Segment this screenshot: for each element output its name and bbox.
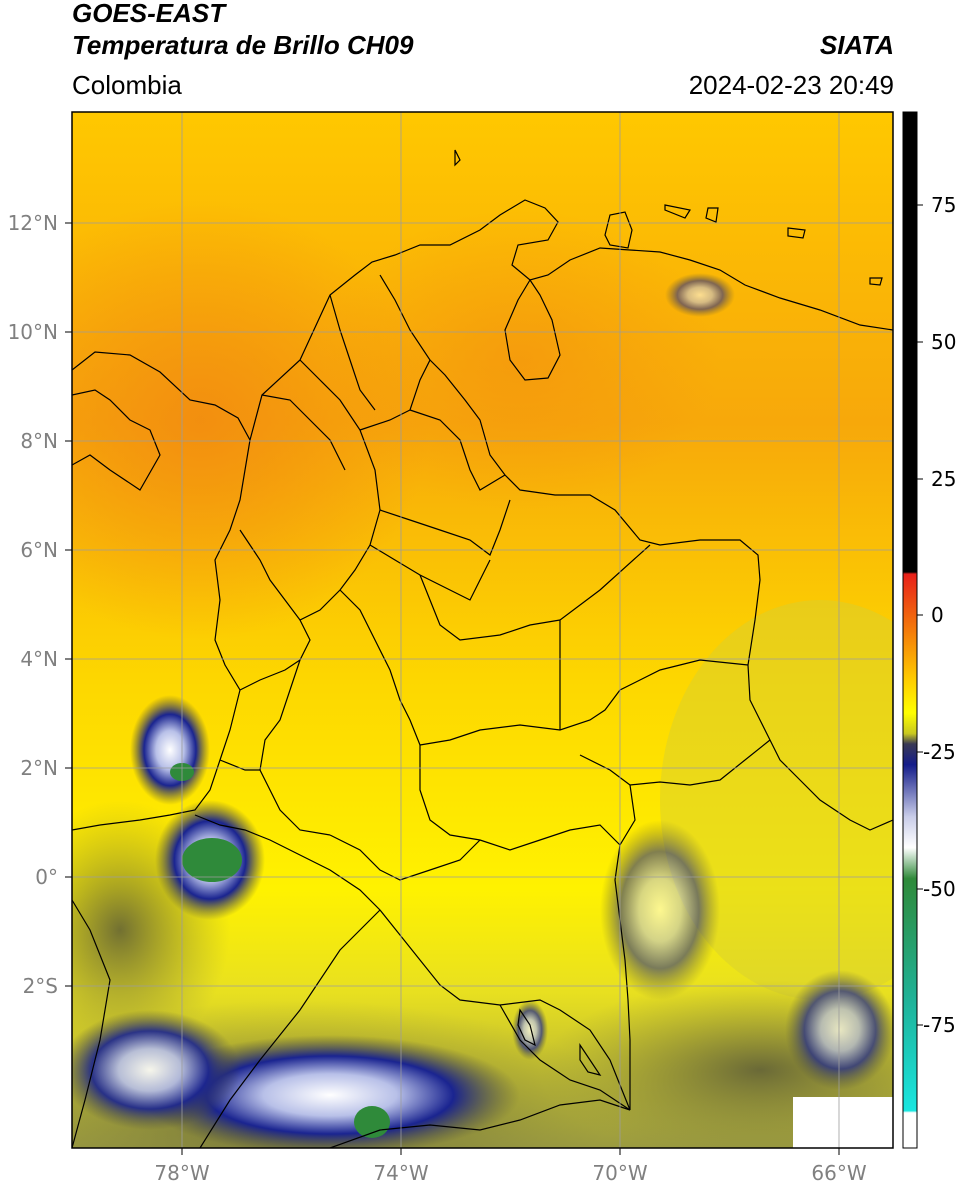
title-line-2: Temperatura de Brillo CH09 [72, 30, 414, 60]
lon-tick-label: 66°W [811, 1161, 866, 1185]
colorbar-tick-label: -75 [923, 1013, 956, 1037]
brand-label: SIATA [819, 30, 894, 60]
lon-tick-label: 70°W [592, 1161, 647, 1185]
lat-tick-label: 2°N [20, 756, 58, 780]
colorbar: 75 50 25 0 -25 -50 -75 [902, 111, 956, 1149]
lat-tick-label: 8°N [20, 429, 58, 453]
colorbar-tick-label: 50 [931, 330, 956, 354]
lat-tick-label: 10°N [8, 320, 58, 344]
colorbar-tick-label: 75 [931, 193, 956, 217]
title-line-1: GOES-EAST [72, 0, 226, 28]
lon-tick-label: 78°W [154, 1161, 209, 1185]
colorbar-scale [902, 111, 918, 1149]
lon-tick-label: 74°W [373, 1161, 428, 1185]
timestamp-label: 2024-02-23 20:49 [688, 70, 894, 100]
lat-tick-label: 0° [35, 865, 58, 889]
coastline-borders [72, 149, 893, 1148]
region-label: Colombia [72, 70, 182, 100]
colorbar-tick-label: 0 [931, 603, 944, 627]
lat-tick-label: 6°N [20, 538, 58, 562]
lat-tick-label: 12°N [8, 211, 58, 235]
colorbar-tick-label: -50 [923, 877, 956, 901]
lat-tick-label: 4°N [20, 647, 58, 671]
colorbar-tick-label: 25 [931, 467, 956, 491]
graticule [72, 112, 893, 1148]
map-frame [71, 111, 894, 1149]
lat-tick-label: 2°S [23, 974, 58, 998]
lat-axis: 12°N 10°N 8°N 6°N 4°N 2°N 0° 2°S [8, 211, 72, 998]
map-imagery [72, 112, 893, 1148]
colorbar-tick-label: -25 [923, 740, 956, 764]
lon-axis: 78°W 74°W 70°W 66°W [154, 1148, 867, 1185]
